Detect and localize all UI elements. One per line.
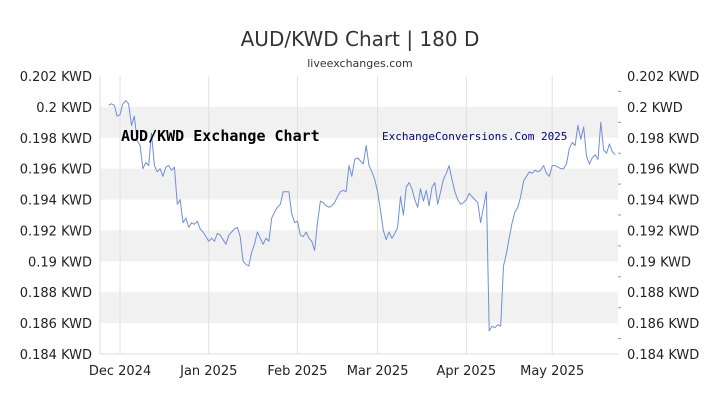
y-tick-label-right: 0.2 KWD: [627, 101, 683, 116]
x-axis: Dec 2024 Jan 2025 Feb 2025 Mar 2025 Apr 2025…: [89, 364, 584, 379]
y-tick-label-right: 0.194 KWD: [627, 194, 699, 209]
y-tick-label-left: 0.188 KWD: [20, 286, 92, 301]
background-band: [100, 292, 618, 324]
x-tick-label: Mar 2025: [347, 364, 409, 379]
x-tick-label: Feb 2025: [267, 364, 327, 379]
y-tick-label-left: 0.186 KWD: [20, 317, 92, 332]
watermark-left: AUD/KWD Exchange Chart: [121, 127, 320, 145]
background-bands: [100, 106, 618, 324]
y-tick-label-right: 0.198 KWD: [627, 132, 699, 147]
right-minor-ticks: [618, 90, 621, 340]
y-tick-label-left: 0.194 KWD: [20, 194, 92, 209]
y-tick-label-left: 0.184 KWD: [20, 348, 92, 363]
background-band: [100, 230, 618, 262]
y-tick-label-left: 0.19 KWD: [28, 255, 92, 270]
y-tick-label-right: 0.188 KWD: [627, 286, 699, 301]
y-tick-label-right: 0.19 KWD: [627, 255, 691, 270]
x-gridlines: [119, 76, 553, 354]
y-tick-label-right: 0.202 KWD: [627, 70, 699, 85]
y-axis-left: 0.202 KWD 0.2 KWD 0.198 KWD 0.196 KWD 0.194 …: [20, 70, 92, 363]
watermark-right: ExchangeConversions.Com 2025: [382, 130, 567, 143]
y-tick-label-left: 0.198 KWD: [20, 132, 92, 147]
y-tick-label-left: 0.192 KWD: [20, 224, 92, 239]
y-tick-label-left: 0.196 KWD: [20, 163, 92, 178]
y-tick-label-right: 0.196 KWD: [627, 163, 699, 178]
y-tick-label-right: 0.186 KWD: [627, 317, 699, 332]
y-tick-label-right: 0.192 KWD: [627, 224, 699, 239]
y-tick-label-left: 0.2 KWD: [36, 101, 92, 116]
y-tick-label-left: 0.202 KWD: [20, 70, 92, 85]
series-layer: [108, 100, 616, 332]
chart-subtitle: liveexchanges.com: [307, 57, 412, 70]
x-tick-label: Jan 2025: [179, 364, 237, 379]
y-tick-label-right: 0.184 KWD: [627, 348, 699, 363]
x-tick-label: Dec 2024: [89, 364, 151, 379]
series-line: [108, 100, 616, 332]
background-band: [100, 168, 618, 200]
chart-title: AUD/KWD Chart | 180 D: [241, 27, 480, 51]
x-tick-label: Apr 2025: [436, 364, 496, 379]
x-tick-label: May 2025: [520, 364, 584, 379]
background-band: [100, 106, 618, 138]
y-axis-right: 0.202 KWD 0.2 KWD 0.198 KWD 0.196 KWD 0.194 …: [627, 70, 699, 363]
